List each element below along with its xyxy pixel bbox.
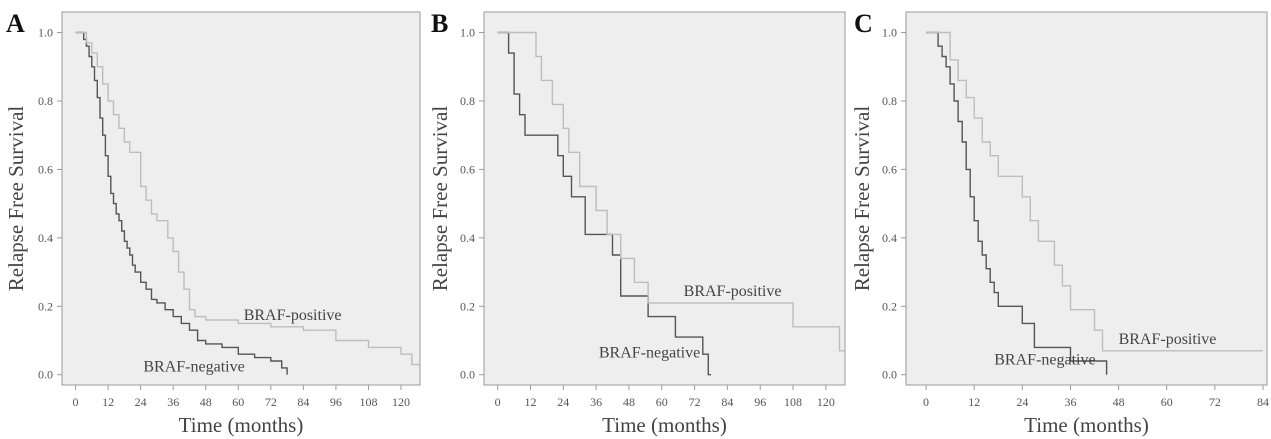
- series-line-braf-negative: [497, 31, 711, 376]
- y-tick-label: 0.2: [882, 299, 897, 313]
- y-axis-label: Relapse Free Survival: [850, 106, 874, 292]
- series-line-braf-positive: [497, 31, 845, 352]
- y-tick-label: 0.8: [460, 94, 475, 108]
- y-tick-label: 0.4: [460, 231, 475, 245]
- x-tick-label: 24: [557, 395, 569, 409]
- x-tick-label: 48: [200, 395, 212, 409]
- x-tick-label: 36: [1064, 395, 1076, 409]
- curve-label-braf-positive: BRAF-positive: [684, 283, 782, 300]
- series-line-braf-negative: [75, 31, 288, 375]
- x-tick-label: 60: [232, 395, 244, 409]
- curve-label-braf-positive: BRAF-positive: [1119, 331, 1217, 348]
- x-tick-label: 0: [923, 395, 929, 409]
- plot-area: [905, 11, 1268, 386]
- x-tick-label: 48: [1113, 395, 1125, 409]
- x-tick-label: 0: [73, 395, 79, 409]
- plot-area: [61, 11, 421, 386]
- x-tick-label: 48: [623, 395, 635, 409]
- y-tick-label: 0.8: [882, 94, 897, 108]
- y-tick-label: 0.6: [38, 162, 53, 176]
- plot-area: [483, 11, 846, 386]
- x-tick-label: 60: [1161, 395, 1173, 409]
- x-axis-label: Time (months): [179, 413, 304, 437]
- x-tick-label: 96: [330, 395, 342, 409]
- x-tick-label: 84: [1257, 395, 1269, 409]
- panel-label: C: [854, 9, 873, 38]
- panel-b: 0 12 24 36 48 60 72 84 96 108 120 0.0 0.2 0.4 0.6 0.8 1.…: [428, 9, 846, 437]
- y-tick-label: 1.0: [38, 26, 53, 40]
- x-tick-label: 108: [359, 395, 377, 409]
- curve-label-braf-negative: BRAF-negative: [143, 358, 244, 375]
- y-axis-label: Relapse Free Survival: [4, 106, 28, 292]
- x-axis-label: Time (months): [1024, 413, 1149, 437]
- y-tick-label: 0.4: [882, 231, 897, 245]
- x-tick-label: 84: [721, 395, 733, 409]
- x-tick-label: 36: [167, 395, 179, 409]
- x-axis-label: Time (months): [602, 413, 727, 437]
- curve-label-braf-negative: BRAF-negative: [994, 351, 1095, 368]
- y-tick-label: 0.0: [882, 368, 897, 382]
- y-tick-label: 1.0: [882, 26, 897, 40]
- y-tick-label: 0.4: [38, 231, 53, 245]
- y-tick-label: 0.2: [460, 299, 475, 313]
- x-tick-label: 72: [265, 395, 277, 409]
- x-tick-label: 60: [656, 395, 668, 409]
- panel-a: 0 12 24 36 48 60 72 84 96 108 120 0.0 0.2 0.4 0.6 0.8 1.…: [4, 9, 421, 437]
- curve-label-braf-positive: BRAF-positive: [244, 307, 342, 324]
- y-tick-label: 0.6: [460, 162, 475, 176]
- x-tick-label: 12: [524, 395, 536, 409]
- x-tick-label: 84: [297, 395, 309, 409]
- panel-label: A: [6, 9, 25, 38]
- x-tick-label: 96: [754, 395, 766, 409]
- x-tick-label: 120: [817, 395, 835, 409]
- x-tick-label: 72: [1209, 395, 1221, 409]
- x-tick-label: 72: [689, 395, 701, 409]
- y-tick-label: 0.6: [882, 162, 897, 176]
- y-tick-label: 0.2: [38, 299, 53, 313]
- y-tick-label: 0.0: [38, 368, 53, 382]
- y-tick-label: 0.8: [38, 94, 53, 108]
- series-line-braf-negative: [926, 31, 1108, 375]
- x-tick-label: 12: [102, 395, 114, 409]
- y-tick-label: 1.0: [460, 26, 475, 40]
- x-tick-label: 108: [784, 395, 802, 409]
- x-tick-label: 0: [495, 395, 501, 409]
- x-tick-label: 24: [1016, 395, 1028, 409]
- x-tick-label: 120: [392, 395, 410, 409]
- curve-label-braf-negative: BRAF-negative: [599, 345, 700, 362]
- x-tick-label: 24: [135, 395, 147, 409]
- x-tick-label: 36: [590, 395, 602, 409]
- panel-c: 0 12 24 36 48 60 72 84 0.0 0.2 0.4 0.6 0.8 1.0 BRAF-po…: [850, 9, 1269, 437]
- y-tick-label: 0.0: [460, 368, 475, 382]
- y-axis-label: Relapse Free Survival: [428, 106, 452, 292]
- series-line-braf-positive: [75, 31, 420, 366]
- series-line-braf-positive: [926, 31, 1263, 352]
- panel-label: B: [431, 9, 448, 38]
- x-tick-label: 12: [968, 395, 980, 409]
